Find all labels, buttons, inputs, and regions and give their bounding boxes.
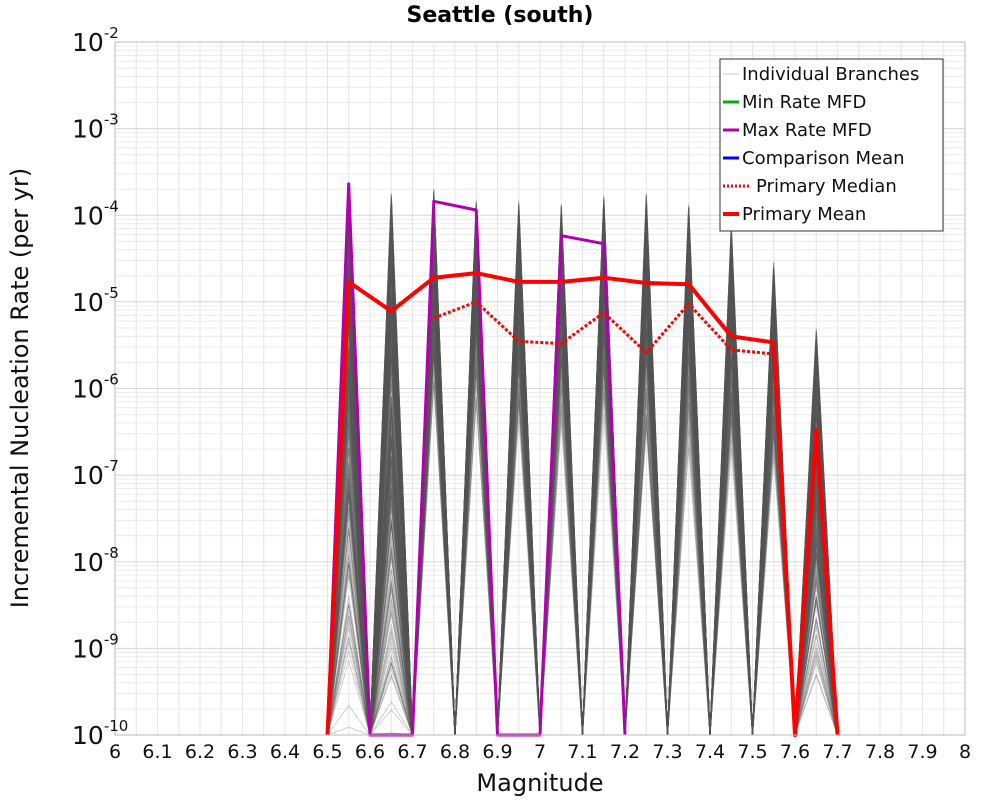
legend-label: Individual Branches [742, 64, 919, 85]
y-tick-label: 10-8 [72, 544, 119, 577]
x-tick-label: 6.2 [185, 741, 215, 763]
chart-title: Seattle (south) [407, 3, 594, 28]
y-axis-label: Incremental Nucleation Rate (per yr) [6, 168, 34, 608]
x-tick-label: 7.1 [567, 741, 597, 763]
y-tick-label: 10-4 [72, 197, 119, 230]
y-tick-label: 10-10 [72, 717, 128, 750]
series-line-primary-mean [325, 271, 840, 737]
legend-label: Primary Median [756, 176, 897, 197]
series-line-max-rate-mfd [326, 182, 627, 737]
x-tick-label: 7.6 [780, 741, 810, 763]
series-layer [325, 182, 840, 737]
x-tick-label: 6.4 [270, 741, 300, 763]
legend-label: Max Rate MFD [742, 120, 872, 141]
legend-label: Primary Mean [742, 204, 866, 225]
x-axis-label: Magnitude [476, 769, 603, 797]
x-tick-label: 6.9 [482, 741, 512, 763]
x-tick-label: 7.3 [652, 741, 682, 763]
x-tick-label: 8 [959, 741, 971, 763]
y-tick-label: 10-5 [72, 284, 119, 317]
x-tick-label: 7.8 [865, 741, 895, 763]
x-tick-label: 6.1 [142, 741, 172, 763]
x-tick-label: 6 [109, 741, 121, 763]
y-tick-label: 10-9 [72, 630, 119, 663]
x-tick-label: 6.8 [440, 741, 470, 763]
legend-label: Comparison Mean [742, 148, 905, 169]
x-tick-label: 7.7 [822, 741, 852, 763]
x-tick-label: 7.2 [610, 741, 640, 763]
x-tick-label: 6.7 [397, 741, 427, 763]
y-tick-label: 10-3 [72, 111, 119, 144]
plot-frame [114, 41, 966, 736]
legend-label: Min Rate MFD [742, 92, 866, 113]
x-tick-label: 6.3 [227, 741, 257, 763]
legend: Individual Branches Min Rate MFD Max Rate … [719, 58, 944, 232]
y-tick-labels: 10-10 10-9 10-8 10-7 10-6 10-5 10-4 10-3 10-2 [72, 24, 128, 750]
x-tick-label: 7.9 [907, 741, 937, 763]
x-tick-label: 6.5 [312, 741, 342, 763]
y-tick-label: 10-2 [72, 24, 119, 57]
x-tick-labels: 6 6.1 6.2 6.3 6.4 6.5 6.6 6.7 6.8 6.9 7 7.1 7.2 7.3 7.… [109, 741, 971, 763]
x-tick-label: 7.5 [737, 741, 767, 763]
y-tick-label: 10-7 [72, 457, 119, 490]
x-tick-label: 6.6 [355, 741, 385, 763]
x-tick-label: 7.4 [695, 741, 725, 763]
y-tick-label: 10-6 [72, 371, 119, 404]
legend-box [719, 58, 944, 232]
grid [114, 42, 966, 736]
x-tick-label: 7 [534, 741, 546, 763]
